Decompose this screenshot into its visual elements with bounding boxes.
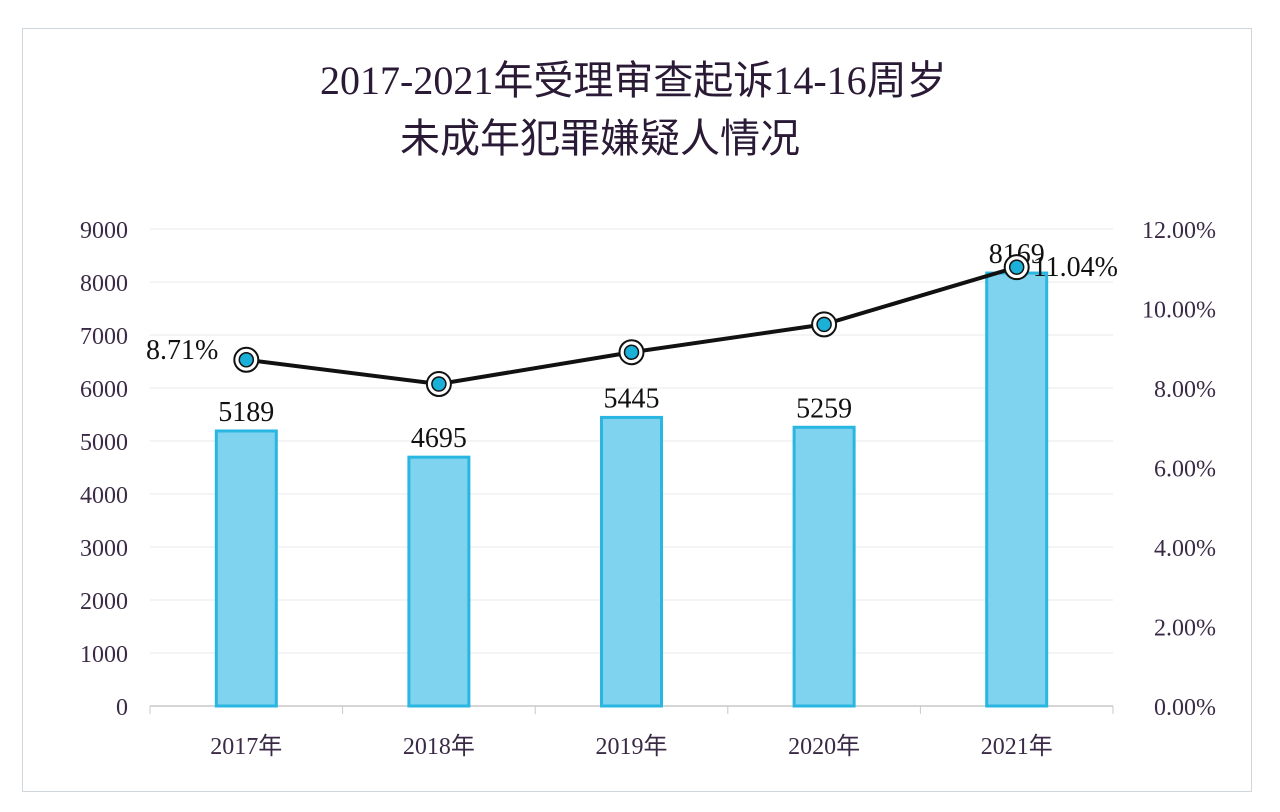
line-data-label: 11.04% — [1033, 252, 1118, 283]
y-left-tick-label: 6000 — [80, 377, 128, 403]
x-tick-label: 2019年 — [596, 733, 668, 760]
bar — [985, 271, 1049, 708]
y-right-tick-label: 2.00% — [1154, 616, 1216, 642]
line-marker — [1008, 259, 1025, 275]
x-tick-label: 2017年 — [210, 733, 282, 760]
y-left-tick-label: 3000 — [80, 536, 128, 562]
y-left-tick-label: 1000 — [80, 642, 128, 668]
x-tick-label: 2020年 — [788, 733, 860, 760]
bar-data-label: 5259 — [796, 393, 852, 424]
y-left-tick-label: 2000 — [80, 589, 128, 615]
y-right-tick-label: 12.00% — [1142, 218, 1216, 244]
y-left-tick-label: 7000 — [80, 324, 128, 350]
y-left-tick-label: 5000 — [80, 430, 128, 456]
y-right-tick-label: 4.00% — [1154, 536, 1216, 562]
y-left-tick-label: 4000 — [80, 483, 128, 509]
bar-data-label: 4695 — [411, 423, 467, 454]
bar — [214, 429, 278, 708]
bar-data-label: 5445 — [604, 383, 660, 414]
y-right-tick-label: 0.00% — [1154, 695, 1216, 721]
y-right-tick-label: 8.00% — [1154, 377, 1216, 403]
line-series — [246, 265, 1018, 387]
y-right-tick-label: 10.00% — [1142, 298, 1216, 324]
line-marker — [816, 316, 832, 333]
bar — [407, 455, 471, 708]
y-left-tick-label: 8000 — [80, 271, 128, 297]
chart-title-line-1: 2017-2021年受理审查起诉14-16周岁 — [320, 58, 947, 103]
bar — [792, 425, 856, 708]
y-left-tick-label: 0 — [116, 695, 128, 721]
y-right-tick-label: 6.00% — [1154, 457, 1216, 483]
line-marker — [431, 376, 447, 392]
x-tick-label: 2018年 — [403, 733, 475, 760]
line-data-label: 8.71% — [146, 335, 218, 366]
line-marker — [623, 344, 640, 360]
chart-title-line-2: 未成年犯罪嫌疑人情况 — [400, 116, 800, 161]
bar — [600, 415, 663, 708]
x-tick-label: 2021年 — [981, 733, 1053, 760]
y-left-tick-label: 9000 — [80, 218, 128, 244]
line-marker — [238, 352, 255, 368]
bar-data-label: 5189 — [218, 397, 274, 428]
